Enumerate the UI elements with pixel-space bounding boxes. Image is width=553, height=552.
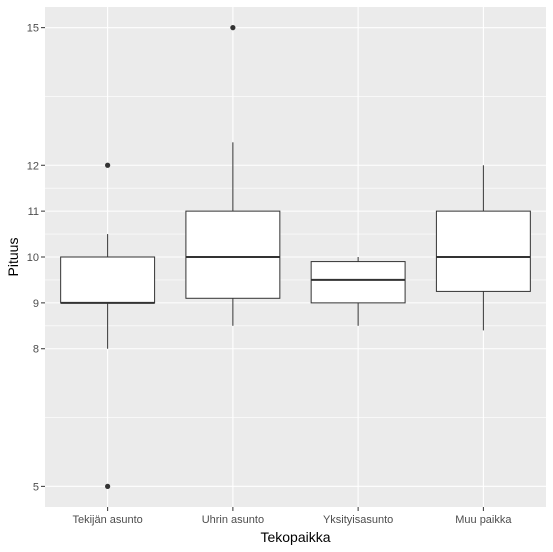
box-group <box>185 25 281 326</box>
x-tick-label: Muu paikka <box>455 514 512 526</box>
y-tick-label: 10 <box>27 252 39 264</box>
y-tick-label: 11 <box>28 206 39 218</box>
box-iqr <box>185 210 281 299</box>
y-tick-label: 15 <box>27 23 39 35</box>
box-group <box>435 165 531 331</box>
x-axis-title: Tekopaikka <box>260 529 330 545</box>
box-iqr <box>435 210 531 292</box>
outlier-point <box>105 162 111 168</box>
box-group <box>310 257 406 326</box>
x-tick-label: Uhrin asunto <box>202 514 264 526</box>
outlier-point <box>105 483 111 489</box>
x-tick-label: Yksityisasunto <box>323 514 393 526</box>
y-axis-title: Pituus <box>5 238 21 277</box>
box-series <box>60 25 531 489</box>
box-iqr <box>60 256 156 304</box>
y-tick-label: 8 <box>33 344 39 356</box>
y-tick-label: 5 <box>33 481 39 493</box>
outlier-point <box>230 25 236 31</box>
box-group <box>60 162 156 489</box>
y-axis-ticks: 5 8 9 10 11 12 15 <box>27 23 45 493</box>
y-tick-label: 12 <box>27 160 39 172</box>
x-tick-label: Tekijän asunto <box>72 514 142 526</box>
y-tick-label: 9 <box>33 298 39 310</box>
x-axis-ticks: Tekijän asunto Uhrin asunto Yksityisasunto… <box>72 507 512 526</box>
box-iqr <box>310 261 406 304</box>
